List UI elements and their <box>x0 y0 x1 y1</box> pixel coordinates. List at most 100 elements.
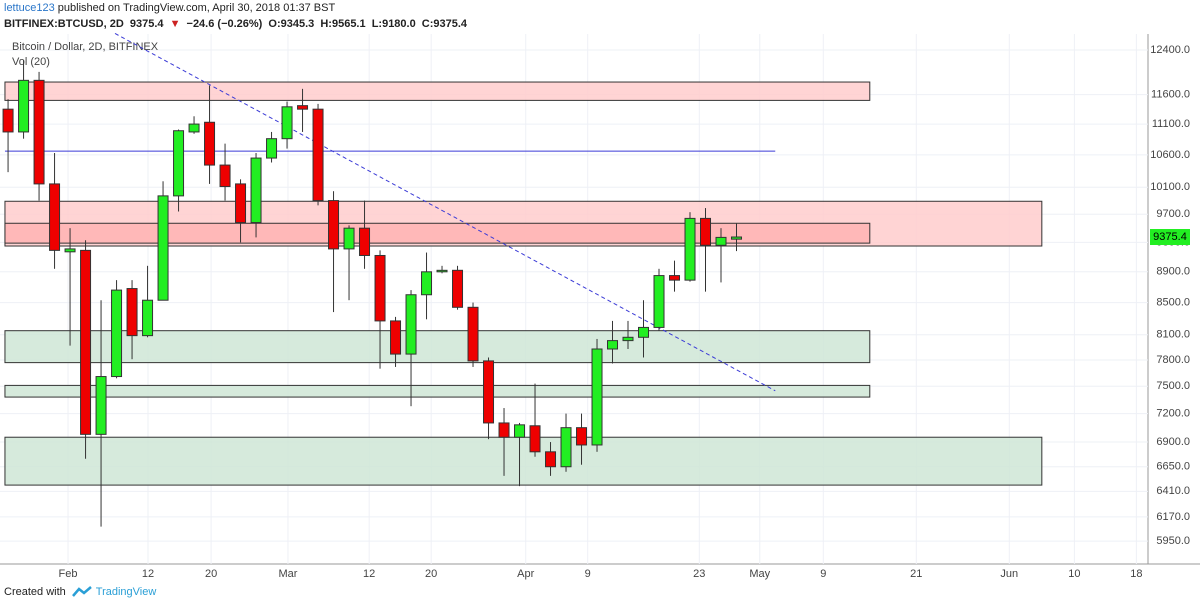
y-tick-label: 8500.0 <box>1156 296 1190 308</box>
candle-body <box>328 200 340 250</box>
candle-body <box>514 424 526 438</box>
candle-body <box>421 271 433 296</box>
candle-body <box>576 427 588 446</box>
logo <box>71 586 92 597</box>
x-tick-label: 9 <box>585 568 591 580</box>
published: published on TradingView.com, April 30, … <box>57 2 336 14</box>
candle-body <box>374 254 386 322</box>
candle-body <box>111 289 123 378</box>
candle-body <box>436 269 448 273</box>
ohlc: L:9180.0 <box>371 18 416 30</box>
candle-body <box>312 108 324 202</box>
last-price-label: 9375.4 <box>1153 231 1187 243</box>
author[interactable]: lettuce123 <box>4 2 55 14</box>
last-price: 9375.4 <box>129 18 164 30</box>
y-tick-label: 7800.0 <box>1156 354 1190 366</box>
candle-body <box>684 217 696 281</box>
candle-body <box>188 123 200 133</box>
y-tick-label: 10100.0 <box>1150 181 1190 193</box>
ohlc: H:9565.1 <box>320 18 366 30</box>
zone <box>4 222 871 244</box>
change-arrow: ▼ <box>169 18 181 30</box>
candle-body <box>64 248 76 253</box>
candle-body <box>126 288 138 337</box>
y-tick-label: 7200.0 <box>1156 407 1190 419</box>
candle-body <box>467 306 479 362</box>
y-tick-label: 9700.0 <box>1156 208 1190 220</box>
y-tick-label: 11100.0 <box>1152 118 1190 130</box>
y-tick-label: 8900.0 <box>1156 266 1190 278</box>
change: −24.6 (−0.26%) <box>186 18 263 30</box>
zone <box>4 330 871 364</box>
x-tick-label: May <box>749 568 770 580</box>
candle-body <box>715 236 727 246</box>
candle-body <box>545 451 557 468</box>
candle-body <box>219 164 231 188</box>
x-tick-label: 9 <box>820 568 826 580</box>
y-tick-label: 11600.0 <box>1151 89 1190 101</box>
brand[interactable]: TradingView <box>95 586 157 598</box>
x-tick-label: 21 <box>910 568 922 580</box>
y-tick-label: 6900.0 <box>1156 436 1190 448</box>
x-tick-label: 12 <box>363 568 375 580</box>
candle-body <box>2 108 14 133</box>
chart-title: Bitcoin / Dollar, 2D, BITFINEX <box>12 41 159 53</box>
candle-body <box>560 427 572 468</box>
symbol: BITFINEX:BTCUSD, 2D <box>4 18 124 30</box>
y-tick-label: 7500.0 <box>1156 380 1190 392</box>
candle-body <box>33 79 45 185</box>
candle-body <box>18 79 30 133</box>
candle-body <box>452 269 464 308</box>
candle-body <box>390 320 402 355</box>
candle-body <box>731 236 743 240</box>
y-tick-label: 8100.0 <box>1156 329 1190 341</box>
candle-body <box>638 326 650 338</box>
x-tick-label: 20 <box>205 568 217 580</box>
candle-body <box>359 227 371 256</box>
x-tick-label: Jun <box>1000 568 1018 580</box>
candle-body <box>235 183 247 224</box>
y-tick-label: 6650.0 <box>1156 461 1190 473</box>
candle-body <box>281 106 293 140</box>
candle-body <box>297 105 309 110</box>
x-tick-label: 10 <box>1068 568 1080 580</box>
created-with: Created with <box>4 586 66 598</box>
candle-body <box>669 275 681 281</box>
candle-body <box>483 360 495 424</box>
zone <box>4 81 871 101</box>
x-tick-label: Feb <box>59 568 78 580</box>
ohlc: C:9375.4 <box>421 18 468 30</box>
header-line: lettuce123 published on TradingView.com, … <box>4 2 338 14</box>
y-tick-label: 10600.0 <box>1150 149 1190 161</box>
x-tick-label: 23 <box>693 568 705 580</box>
zone <box>4 436 1043 486</box>
zone <box>4 384 871 398</box>
candle-body <box>157 195 169 301</box>
last-price-box <box>1150 229 1190 246</box>
candle-body <box>343 227 355 250</box>
candle-body <box>405 294 417 355</box>
y-tick-label: 6170.0 <box>1156 511 1190 523</box>
candle-body <box>250 157 262 224</box>
candle-body <box>49 183 61 251</box>
candle-body <box>95 376 107 435</box>
candle-body <box>591 348 603 446</box>
candle-body <box>204 121 216 166</box>
candle-body <box>607 340 619 350</box>
x-tick-label: Apr <box>517 568 534 580</box>
candle-body <box>142 299 154 337</box>
y-tick-label: 6410.0 <box>1156 485 1190 497</box>
trend-line <box>114 33 776 392</box>
x-tick-label: 20 <box>425 568 437 580</box>
footer: Created with TradingView <box>4 586 156 598</box>
ohlc: O:9345.3 <box>268 18 315 30</box>
y-tick-label: 5950.0 <box>1156 535 1190 547</box>
candle-body <box>622 336 634 342</box>
candle-body <box>173 130 185 197</box>
x-tick-label: 18 <box>1130 568 1142 580</box>
candle-body <box>266 138 278 159</box>
candle-body <box>498 422 510 438</box>
